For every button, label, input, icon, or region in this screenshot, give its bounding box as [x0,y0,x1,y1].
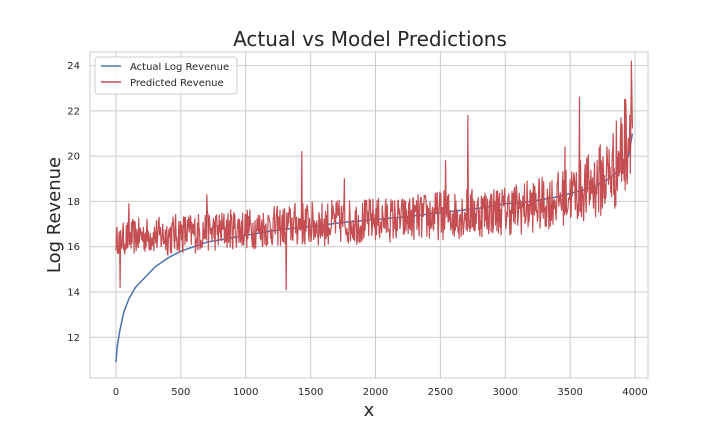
plot-area [89,51,649,379]
y-axis-ticks: 12 14 16 18 20 22 24 [67,61,80,344]
x-tick-label: 2000 [363,387,388,398]
x-tick-label: 500 [171,387,190,398]
y-tick-label: 24 [67,61,80,72]
x-tick-label: 0 [113,387,119,398]
y-axis-label: Log Revenue [44,157,65,273]
y-tick-label: 18 [67,197,80,208]
x-tick-label: 1000 [233,387,258,398]
y-tick-label: 16 [67,242,80,253]
series-layer [115,60,634,363]
series-line-predicted [115,60,634,291]
y-tick-label: 22 [67,106,80,117]
plot-frame [89,51,649,379]
legend: Actual Log Revenue Predicted Revenue [94,56,238,95]
x-tick-label: 2500 [428,387,453,398]
y-tick-label: 14 [67,287,80,298]
legend-label-actual: Actual Log Revenue [130,62,229,73]
chart-title: Actual vs Model Predictions [233,27,507,51]
legend-box [94,56,238,95]
y-tick-label: 20 [67,152,80,163]
x-axis-ticks: 0 500 1000 1500 2000 2500 3000 3500 4000 [113,387,648,398]
x-tick-label: 3000 [493,387,518,398]
x-tick-label: 3500 [557,387,582,398]
x-tick-label: 4000 [622,387,647,398]
y-tick-label: 12 [67,333,80,344]
legend-label-predicted: Predicted Revenue [130,78,224,89]
x-tick-label: 1500 [298,387,323,398]
x-axis-label: x [364,400,375,421]
